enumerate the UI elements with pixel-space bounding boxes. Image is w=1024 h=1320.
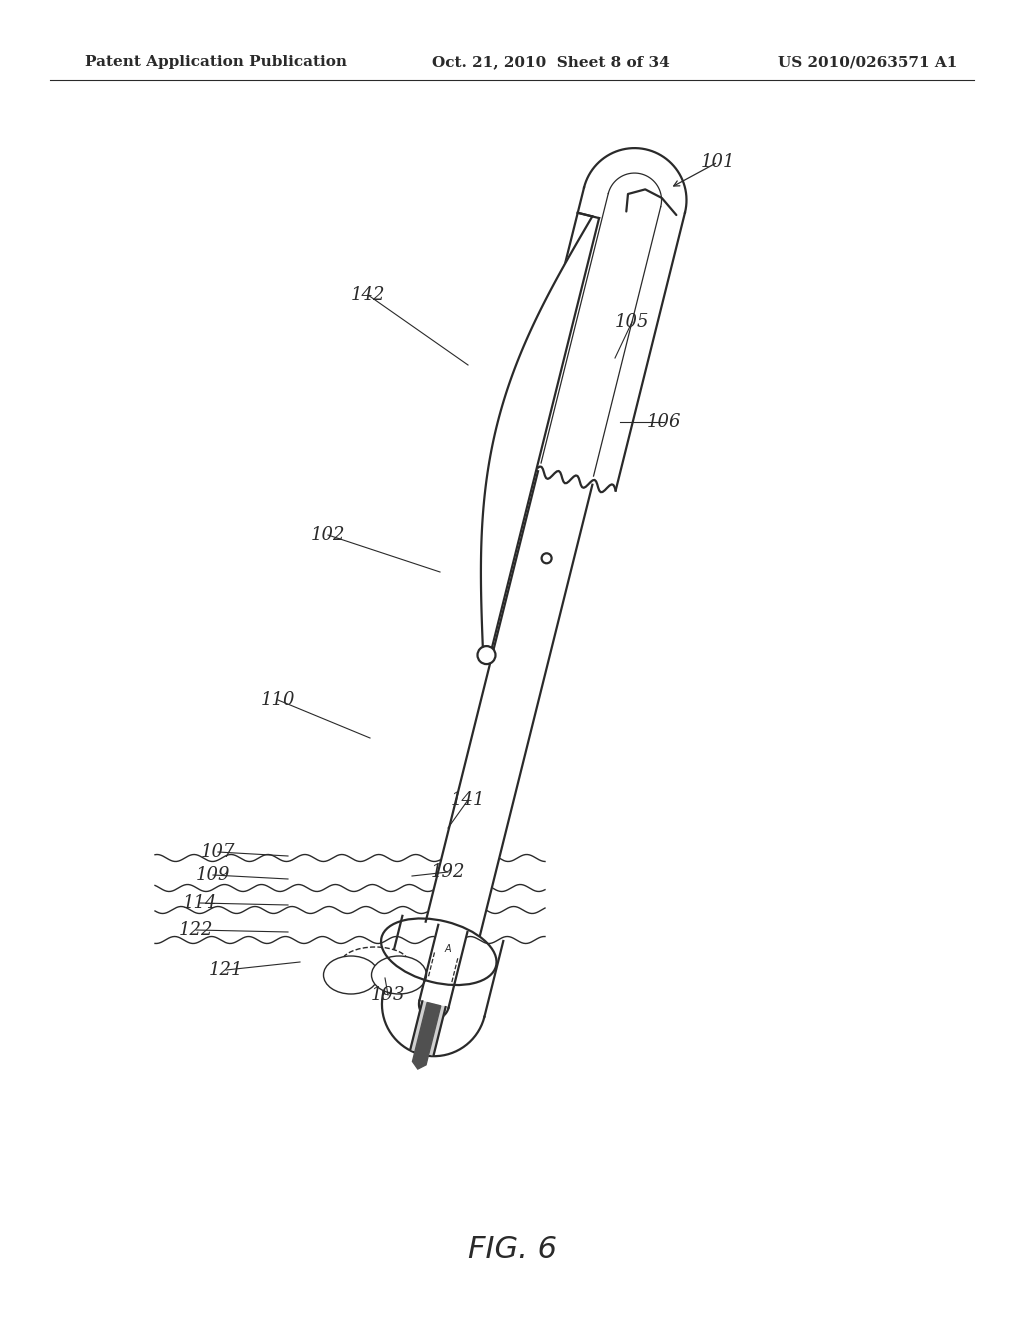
Ellipse shape [477,645,496,664]
Text: 193: 193 [371,986,406,1005]
Text: Oct. 21, 2010  Sheet 8 of 34: Oct. 21, 2010 Sheet 8 of 34 [432,55,670,69]
Ellipse shape [324,956,379,994]
Text: 105: 105 [614,313,649,331]
Text: 107: 107 [201,843,236,861]
Text: A: A [444,945,451,954]
Ellipse shape [341,946,409,979]
Text: 109: 109 [196,866,230,884]
Polygon shape [515,148,686,491]
Polygon shape [411,1002,445,1055]
Text: 114: 114 [182,894,217,912]
Polygon shape [413,1002,440,1069]
Polygon shape [426,471,592,935]
Text: 110: 110 [261,690,295,709]
Text: 141: 141 [451,791,485,809]
Ellipse shape [372,956,427,994]
Text: 102: 102 [310,525,345,544]
Polygon shape [481,216,599,656]
Text: US 2010/0263571 A1: US 2010/0263571 A1 [778,55,957,69]
Ellipse shape [542,553,552,564]
Polygon shape [420,925,467,1008]
Text: FIG. 6: FIG. 6 [468,1236,556,1265]
Text: 101: 101 [700,153,735,172]
Text: 142: 142 [351,286,385,304]
Text: 192: 192 [431,863,465,880]
Text: 106: 106 [647,413,681,432]
Text: 121: 121 [209,961,244,979]
Polygon shape [382,991,484,1056]
Text: 122: 122 [179,921,213,939]
Text: Patent Application Publication: Patent Application Publication [85,55,347,69]
